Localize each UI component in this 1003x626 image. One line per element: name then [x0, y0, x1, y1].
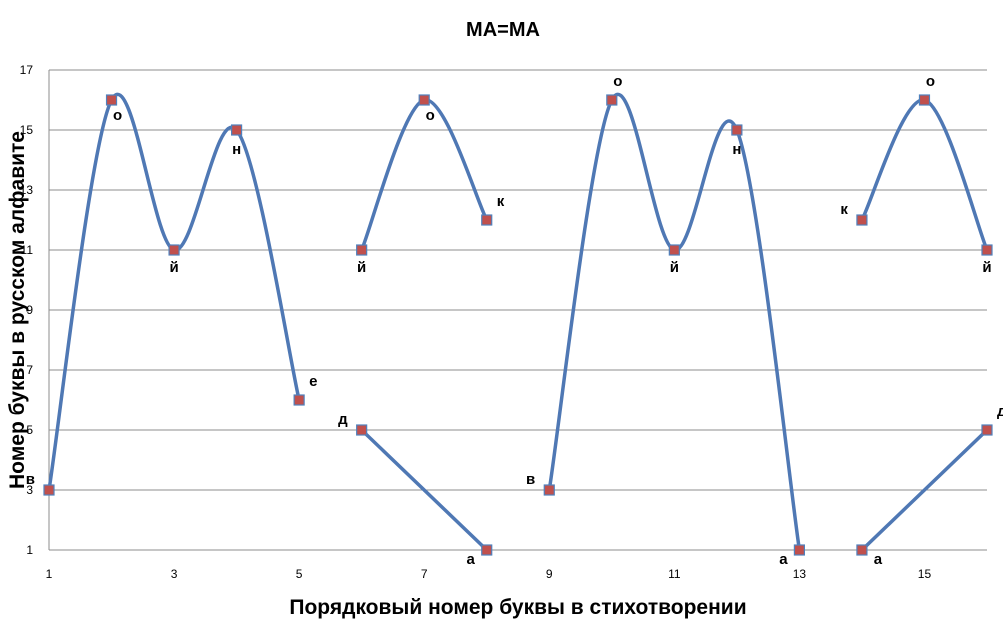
y-tick-label: 3 [26, 483, 33, 497]
data-point [856, 544, 868, 556]
series-lines [47, 93, 989, 552]
data-point [481, 544, 493, 556]
data-label: а [467, 551, 476, 568]
data-label: д [997, 403, 1003, 420]
data-label: в [526, 471, 535, 488]
x-axis-title: Порядковый номер буквы в стихотворении [289, 596, 746, 619]
x-tick-label: 5 [296, 567, 303, 581]
data-label: й [982, 259, 991, 276]
data-label: о [113, 107, 122, 124]
y-tick-label: 13 [20, 183, 34, 197]
data-label: а [779, 551, 788, 568]
data-point [356, 244, 368, 256]
data-point [981, 424, 993, 436]
data-point [168, 244, 180, 256]
data-point [793, 544, 806, 556]
y-tick-label: 7 [26, 363, 33, 377]
data-markers [43, 94, 993, 556]
data-point [543, 484, 555, 496]
series-line [547, 93, 802, 552]
data-label: й [670, 259, 679, 276]
data-label: й [357, 259, 366, 276]
series-line [359, 428, 489, 552]
point-labels: в о й н е й о к д а в о й н а к о й а д [26, 73, 1003, 568]
y-tick-label: 1 [26, 543, 33, 557]
data-point [918, 94, 931, 106]
series-line [359, 98, 489, 252]
series-line [860, 98, 989, 252]
data-point [43, 484, 55, 496]
data-point [293, 394, 305, 406]
y-tick-label: 15 [20, 123, 34, 137]
data-label: н [732, 141, 741, 158]
data-label: н [232, 141, 241, 158]
data-point [231, 124, 243, 136]
data-label: е [309, 373, 317, 390]
x-tick-label: 13 [793, 567, 807, 581]
y-tick-label: 17 [20, 63, 34, 77]
series-line [860, 428, 989, 552]
data-label: д [338, 411, 348, 428]
data-point [856, 214, 868, 226]
data-point [981, 244, 993, 256]
series-line [47, 93, 301, 492]
data-point [731, 124, 743, 136]
grid [49, 69, 987, 491]
data-point [481, 214, 493, 226]
y-tick-label: 9 [26, 303, 33, 317]
y-tick-label: 11 [21, 243, 34, 257]
x-tick-label: 7 [421, 567, 428, 581]
data-point [418, 94, 430, 106]
data-label: к [497, 193, 505, 210]
data-point [606, 94, 618, 106]
x-tick-label: 1 [46, 567, 53, 581]
data-point [668, 244, 680, 256]
data-point [356, 424, 368, 436]
data-label: в [26, 471, 35, 488]
data-label: й [169, 259, 178, 276]
x-tick-label: 15 [918, 567, 932, 581]
data-point [105, 94, 118, 106]
y-tick-label: 5 [26, 423, 33, 437]
data-label: о [613, 73, 622, 90]
data-label: к [840, 201, 848, 218]
data-label: о [926, 73, 935, 90]
data-label: а [874, 551, 883, 568]
x-tick-label: 9 [546, 567, 553, 581]
x-tick-label: 3 [171, 567, 178, 581]
chart-title: МА=МА [466, 19, 540, 41]
data-label: о [426, 107, 435, 124]
x-tick-label: 11 [668, 567, 681, 581]
y-axis-title: Номер буквы в русском алфавите [6, 131, 29, 489]
